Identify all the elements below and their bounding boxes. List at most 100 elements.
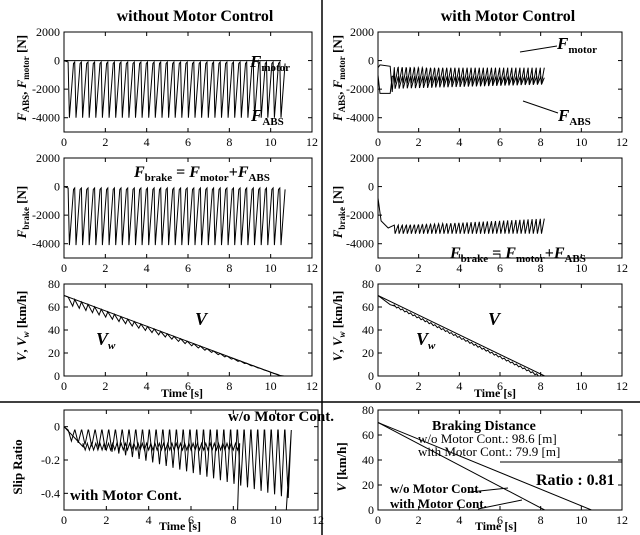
p1-xtick-label: 2 xyxy=(102,135,108,149)
p8-xtick-label: 10 xyxy=(575,513,587,527)
p6-plot xyxy=(378,295,545,376)
p8-arrow-wo xyxy=(469,487,509,493)
p2-annot-fmotor: Fmotor xyxy=(556,34,597,56)
p4-xtick-label: 10 xyxy=(575,261,587,275)
p5-ylabel: V, Vw [km/h] xyxy=(14,291,31,362)
right-column-title: with Motor Control xyxy=(441,8,576,25)
p8-ytick-label: 40 xyxy=(362,453,374,467)
p2-xtick-label: 10 xyxy=(575,135,587,149)
p4-xtick-label: 12 xyxy=(616,261,628,275)
p5-xtick-label: 0 xyxy=(61,379,67,393)
p7-ytick-label: -0.2 xyxy=(41,453,60,467)
p7-xtick-label: 4 xyxy=(146,513,152,527)
left-column-title: without Motor Control xyxy=(117,8,274,25)
p2-xtick-label: 0 xyxy=(375,135,381,149)
p8-xtick-label: 2 xyxy=(416,513,422,527)
p6-xtick-label: 12 xyxy=(616,379,628,393)
p8-annot-with: with Motor Cont. xyxy=(390,496,487,511)
p8-xtick-label: 0 xyxy=(375,513,381,527)
p5-xtick-label: 8 xyxy=(226,379,232,393)
p3-xtick-label: 0 xyxy=(61,261,67,275)
p4-xtick-label: 2 xyxy=(416,261,422,275)
braking-distance-with: with Motor Cont.: 79.9 [m] xyxy=(418,444,560,459)
p2-ytick-label: -4000 xyxy=(346,111,374,125)
p4-ytick-label: 0 xyxy=(368,180,374,194)
braking-distance-title: Braking Distance xyxy=(432,419,536,434)
p8-ytick-label: 80 xyxy=(362,403,374,417)
p8-xlabel: Time [s] xyxy=(475,519,517,533)
p6-xtick-label: 6 xyxy=(497,379,503,393)
p3-ytick-label: 0 xyxy=(54,180,60,194)
p7-plot xyxy=(64,426,292,510)
p7-xtick-label: 8 xyxy=(230,513,236,527)
p4-xtick-label: 4 xyxy=(456,261,462,275)
p7-series-with xyxy=(64,426,241,510)
braking-ratio: Ratio : 0.81 xyxy=(536,472,615,489)
p4-annot-fbrake: Fbrake = Fmotor+FABS xyxy=(449,245,586,265)
p2-ytick-label: 0 xyxy=(368,54,374,68)
p6-series-vw xyxy=(378,295,542,376)
p5-xtick-label: 6 xyxy=(185,379,191,393)
p1-ytick-label: 0 xyxy=(54,54,60,68)
p5-series-v xyxy=(64,295,282,376)
p7-annot-with: with Motor Cont. xyxy=(70,488,182,504)
p1-axes: 0 2 4 6 8 10 12 -4000 -2000 0 2000 xyxy=(32,25,318,149)
p2-xtick-label: 2 xyxy=(416,135,422,149)
p5-ytick-label: 20 xyxy=(48,346,60,360)
p8-annot-wo: w/o Motor Cont. xyxy=(390,481,482,496)
p5-ytick-label: 40 xyxy=(48,323,60,337)
p3-xtick-label: 6 xyxy=(185,261,191,275)
p1-plot xyxy=(64,60,286,118)
p6-ylabel: V, Vw [km/h] xyxy=(330,291,347,362)
p8-ytick-label: 20 xyxy=(362,478,374,492)
p7-axes: 0 2 4 6 8 10 12 -0.4 -0.2 0 xyxy=(41,409,324,527)
p8-xtick-label: 8 xyxy=(538,513,544,527)
p1-xtick-label: 12 xyxy=(306,135,318,149)
p4-axes: 0 2 4 6 8 10 12 -4000 -2000 0 2000 xyxy=(346,151,628,275)
p3-xtick-label: 2 xyxy=(102,261,108,275)
p3-ytick-label: -2000 xyxy=(32,208,60,222)
p4-ytick-label: -2000 xyxy=(346,208,374,222)
p1-annot-fmotor: Fmotor xyxy=(249,52,290,74)
p7-xtick-label: 12 xyxy=(312,513,324,527)
p4-series-fbrake xyxy=(378,197,545,234)
p2-xtick-label: 6 xyxy=(497,135,503,149)
p2-arrow-fmotor xyxy=(519,45,558,53)
p8-axes: 0 2 4 6 8 10 12 0 20 40 60 80 xyxy=(362,403,628,527)
p6-series-v xyxy=(378,295,545,376)
p3-series-fbrake xyxy=(64,186,286,246)
p1-xtick-label: 10 xyxy=(265,135,277,149)
p4-ytick-label: 2000 xyxy=(350,151,374,165)
braking-distance-wo: w/o Motor Cont.: 98.6 [m] xyxy=(418,431,557,446)
p2-ytick-label: -2000 xyxy=(346,82,374,96)
p3-xtick-label: 8 xyxy=(226,261,232,275)
p2-arrow-fabs xyxy=(522,100,559,114)
p6-ytick-label: 60 xyxy=(362,300,374,314)
p8-series-wo xyxy=(378,422,592,510)
p2-annot-fabs: FABS xyxy=(557,106,591,128)
p5-ytick-label: 60 xyxy=(48,300,60,314)
p8-arrow-with xyxy=(477,499,523,510)
p5-plot xyxy=(64,295,287,376)
p8-plot xyxy=(378,422,592,510)
p5-axes: 0 2 4 6 8 10 12 0 20 40 60 80 xyxy=(48,277,318,393)
p5-annot-v: V xyxy=(195,309,209,329)
p8-xtick-label: 6 xyxy=(497,513,503,527)
p5-xlabel: Time [s] xyxy=(161,386,203,400)
p5-ytick-label: 0 xyxy=(54,369,60,383)
p6-xtick-label: 10 xyxy=(575,379,587,393)
p2-axes: 0 2 4 6 8 10 12 -4000 -2000 0 2000 xyxy=(346,25,628,149)
p4-ytick-label: -4000 xyxy=(346,237,374,251)
p3-ylabel: Fbrake [N] xyxy=(14,186,31,239)
p8-xtick-label: 12 xyxy=(616,513,628,527)
p7-annot-wo: w/o Motor Cont. xyxy=(228,409,334,425)
p8-ylabel: V [km/h] xyxy=(334,442,349,491)
p6-xtick-label: 2 xyxy=(416,379,422,393)
p6-annot-v: V xyxy=(488,309,502,329)
p3-ytick-label: -4000 xyxy=(32,237,60,251)
p6-ytick-label: 80 xyxy=(362,277,374,291)
p3-xtick-label: 12 xyxy=(306,261,318,275)
p2-xtick-label: 4 xyxy=(456,135,462,149)
p6-xlabel: Time [s] xyxy=(474,386,516,400)
